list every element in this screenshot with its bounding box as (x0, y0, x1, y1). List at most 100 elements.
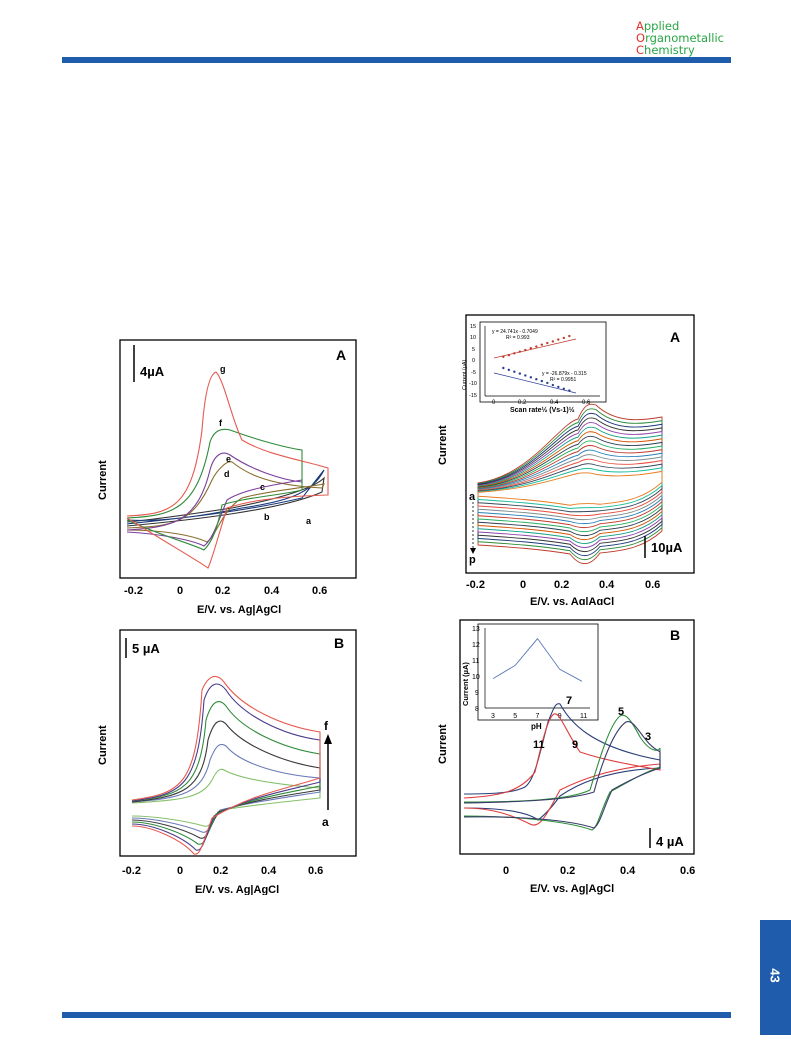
svg-text:-0.2: -0.2 (466, 579, 485, 591)
svg-text:0.6: 0.6 (308, 865, 323, 877)
svg-text:10: 10 (472, 674, 480, 681)
svg-text:a: a (322, 815, 329, 829)
inset-point (535, 378, 538, 381)
panel-label: A (336, 347, 346, 363)
x-axis-label: E/V. vs. Ag|AgCl (197, 604, 281, 616)
svg-text:0.4: 0.4 (261, 865, 277, 877)
inset-point (507, 353, 511, 357)
svg-text:b: b (264, 512, 270, 522)
svg-text:0.2: 0.2 (560, 865, 575, 877)
figure-left-b: B 5 µA Current f a -0.2 0 0.2 0.4 0.6 E/… (97, 629, 357, 895)
svg-text:R² = 0.993: R² = 0.993 (506, 335, 530, 341)
y-axis-label: Current (437, 425, 449, 465)
inset-point (513, 370, 516, 373)
cv-curve (477, 470, 663, 506)
svg-text:8: 8 (475, 706, 479, 713)
inset-ph: 13 12 11 10 9 8 Current (µA) 3 5 7 9 11 pH (461, 623, 599, 731)
svg-text:Current (µA): Current (µA) (462, 359, 468, 390)
svg-text:5: 5 (472, 347, 475, 353)
svg-text:pH: pH (531, 722, 542, 731)
svg-text:0.4: 0.4 (599, 579, 615, 591)
y-axis-label: Current (97, 725, 109, 765)
plot-frame (119, 629, 357, 857)
svg-text:0: 0 (520, 579, 526, 591)
inset-point (518, 372, 522, 375)
svg-text:f: f (219, 418, 223, 428)
svg-text:g: g (220, 364, 226, 374)
inset-point (513, 352, 516, 355)
inset-point (562, 336, 566, 340)
x-axis-label: E/V. vs. Ag|AgCl (530, 596, 614, 605)
inset-xtick: 5 (513, 713, 517, 720)
svg-text:13: 13 (472, 626, 480, 633)
inset-points (502, 334, 571, 392)
svg-text:9: 9 (572, 739, 578, 751)
svg-text:0.6: 0.6 (645, 579, 660, 591)
cv-curves (131, 675, 321, 855)
inset-point (502, 366, 505, 370)
svg-text:0: 0 (472, 358, 475, 364)
svg-text:-10: -10 (469, 381, 477, 387)
svg-text:0.4: 0.4 (264, 585, 280, 597)
svg-text:0.2: 0.2 (554, 579, 569, 591)
inset-point (546, 341, 549, 345)
panel-label: B (334, 635, 344, 651)
figure-right-a: A Current 15 10 5 0 -5 -10 -15 Current (… (437, 314, 695, 605)
svg-text:y = -26.879x - 0.315: y = -26.879x - 0.315 (542, 371, 587, 377)
x-ticks: -0.2 0 0.2 0.4 0.6 (124, 585, 327, 597)
svg-text:-15: -15 (469, 393, 477, 399)
inset-line (492, 637, 583, 682)
svg-text:-0.2: -0.2 (122, 865, 141, 877)
svg-text:0.4: 0.4 (620, 865, 636, 877)
inset-point (535, 345, 538, 348)
inset-point (540, 379, 544, 383)
svg-text:9: 9 (475, 690, 479, 697)
inset-point (557, 338, 560, 341)
svg-text:f: f (324, 719, 329, 733)
x-axis-label: E/V. vs. Ag|AgCl (530, 883, 614, 895)
scale-label: 5 µA (132, 641, 160, 656)
svg-text:15: 15 (470, 324, 476, 330)
inset-point (568, 389, 571, 392)
svg-text:0: 0 (492, 400, 496, 406)
figure-left-a: A 4µA Current g f e d c b a -0.2 0 0.2 0… (97, 339, 357, 616)
inset-point (529, 346, 533, 350)
svg-text:Scan rate½ (Vs-1)½: Scan rate½ (Vs-1)½ (510, 406, 575, 414)
curve-labels: 7 5 3 11 9 (533, 695, 651, 751)
header-rule (62, 57, 731, 63)
inset-point (557, 385, 560, 389)
plot-frame (119, 339, 357, 579)
svg-text:0.6: 0.6 (582, 400, 591, 406)
cv-curve (477, 463, 663, 513)
inset-point (540, 343, 544, 346)
svg-text:a: a (306, 516, 312, 526)
footer-rule (62, 1012, 731, 1018)
inset-point (562, 387, 566, 390)
inset-xtick: 7 (536, 713, 540, 720)
svg-text:0: 0 (503, 865, 509, 877)
page-number: 43 (767, 968, 783, 983)
inset-point (529, 376, 533, 379)
cv-curve (477, 467, 663, 509)
svg-text:10: 10 (470, 335, 476, 341)
figure-right-b: B Current 13 12 11 10 9 8 Current (µA) 3… (437, 619, 695, 895)
page-tab (760, 920, 791, 1035)
svg-text:d: d (224, 469, 230, 479)
scale-label: 4µA (140, 364, 165, 379)
scale-label: 4 µA (656, 834, 684, 849)
svg-text:3: 3 (645, 731, 651, 743)
inset-yticks: 15 10 5 0 -5 -10 -15 (469, 324, 477, 399)
cv-curves (126, 371, 329, 569)
inset-point (546, 381, 549, 385)
svg-text:e: e (226, 454, 231, 464)
svg-text:0: 0 (177, 585, 183, 597)
inset-xtick: 3 (491, 713, 495, 720)
svg-text:0.2: 0.2 (518, 400, 527, 406)
inset-point (524, 348, 527, 352)
svg-text:12: 12 (472, 642, 480, 649)
svg-text:-5: -5 (471, 370, 476, 376)
x-ticks: -0.2 0 0.2 0.4 0.6 (122, 865, 323, 877)
inset-xtick: 11 (580, 713, 587, 720)
plot-frame (465, 314, 695, 574)
scale-label: 10µA (651, 540, 683, 555)
